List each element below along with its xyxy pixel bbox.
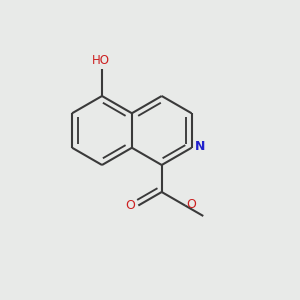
Text: N: N <box>195 140 206 153</box>
Text: O: O <box>125 199 135 212</box>
Text: HO: HO <box>92 54 110 67</box>
Text: O: O <box>187 198 196 212</box>
